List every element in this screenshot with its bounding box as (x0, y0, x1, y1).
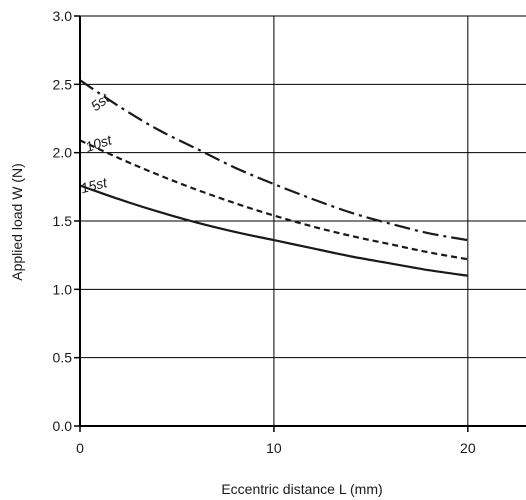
x-tick-label: 0 (76, 440, 84, 456)
x-tick-label: 10 (266, 440, 282, 456)
x-tick-label: 20 (460, 440, 476, 456)
label-layer: 5st 10st 15st (79, 89, 115, 196)
y-tick-label: 1.5 (53, 213, 73, 229)
series-line-10st (79, 139, 469, 261)
grid-layer (80, 15, 526, 426)
tick-layer: 0.0 0.5 1.0 1.5 2.0 2.5 3.0 0 10 20 (53, 8, 476, 456)
y-axis-title: Applied load W (N) (9, 163, 25, 281)
curve-layer (79, 79, 469, 277)
series-label-15st: 15st (79, 174, 110, 196)
series-line-5st (79, 79, 468, 242)
series-line-15st (79, 184, 468, 277)
x-axis-title: Eccentric distance L (mm) (221, 481, 382, 497)
y-tick-label: 0.0 (53, 418, 73, 434)
y-tick-label: 0.5 (53, 350, 73, 366)
y-tick-label: 3.0 (53, 8, 73, 24)
series-label-5st: 5st (88, 89, 113, 114)
y-tick-label: 2.0 (53, 145, 73, 161)
series-label-10st: 10st (83, 131, 114, 155)
y-tick-label: 2.5 (53, 76, 73, 92)
y-tick-label: 1.0 (53, 281, 73, 297)
